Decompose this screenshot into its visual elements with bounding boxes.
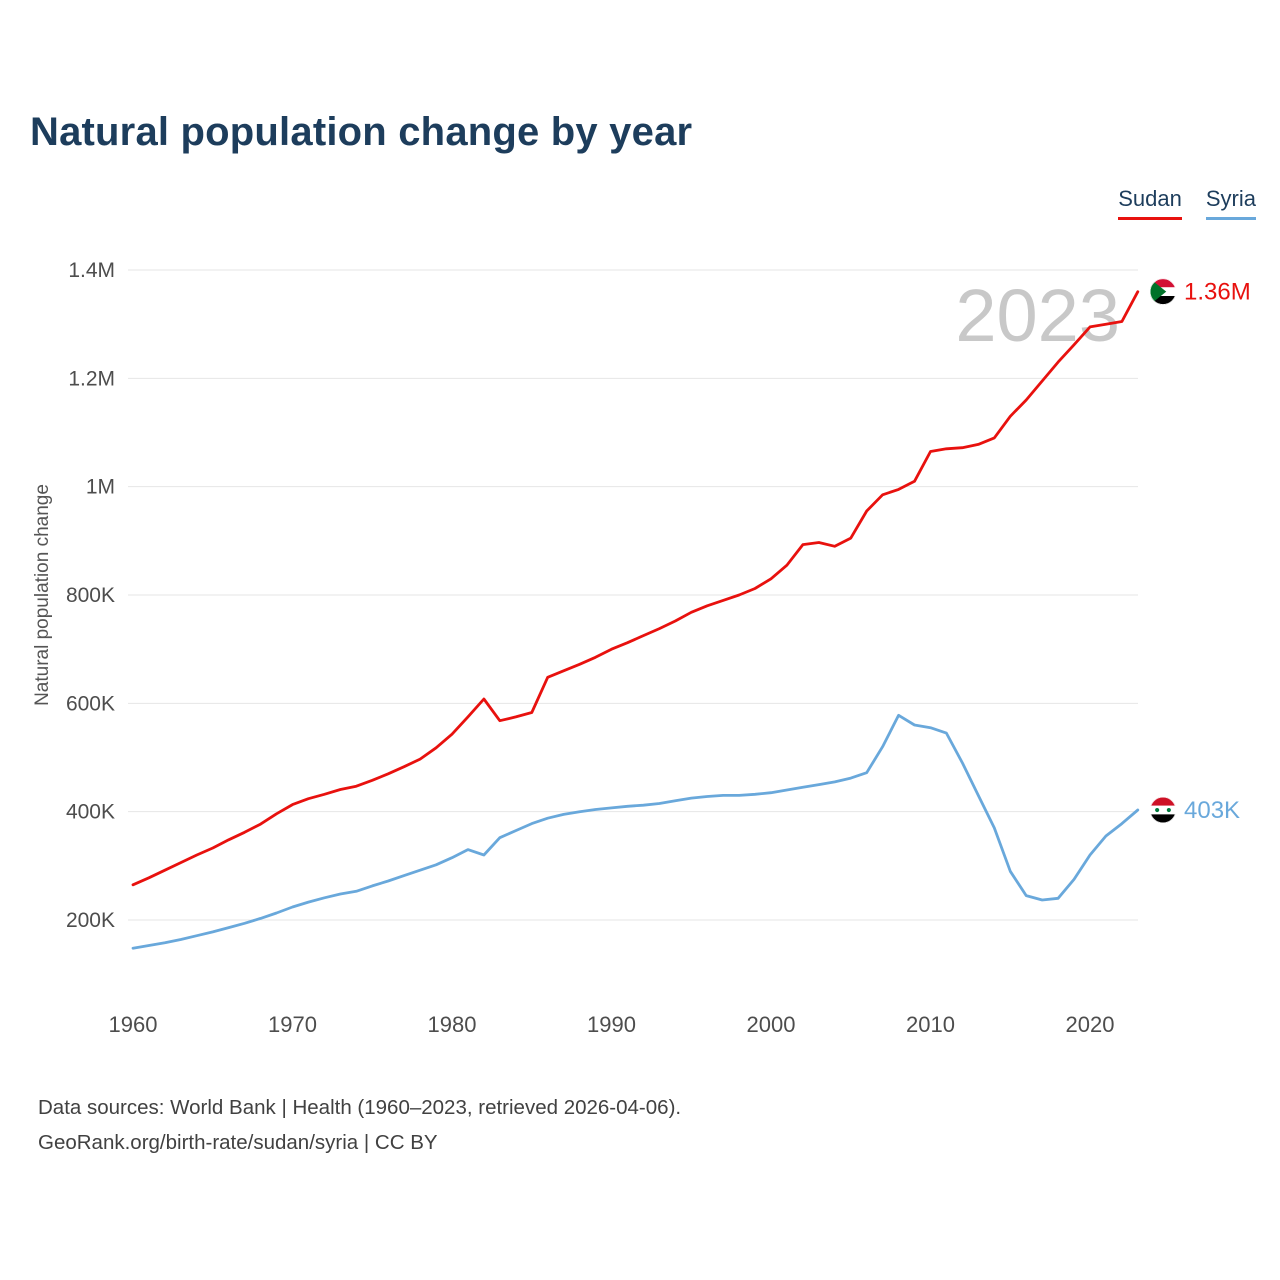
sudan-line [131, 290, 1140, 887]
x-tick-2000: 2000 [747, 1012, 796, 1037]
x-tick-1980: 1980 [428, 1012, 477, 1037]
y-tick-200K: 200K [66, 909, 115, 932]
footer-attribution: GeoRank.org/birth-rate/sudan/syria | CC … [38, 1131, 438, 1154]
x-tick-1960: 1960 [109, 1012, 158, 1037]
syria-end-label: 403K [1184, 797, 1240, 824]
y-tick-400K: 400K [66, 801, 115, 824]
footer-data-sources: Data sources: World Bank | Health (1960–… [38, 1096, 682, 1119]
legend-item-syria[interactable]: Syria [1205, 186, 1256, 220]
sudan-flag-icon [1150, 278, 1176, 305]
y-tick-1.4M: 1.4M [68, 259, 115, 282]
x-tick-2020: 2020 [1066, 1012, 1115, 1037]
x-tick-2010: 2010 [906, 1012, 955, 1037]
x-tick-1970: 1970 [268, 1012, 317, 1037]
watermark-year: 2023 [955, 274, 1120, 357]
syria-line [131, 713, 1140, 950]
legend-item-sudan[interactable]: Sudan [1118, 186, 1182, 220]
y-tick-1.2M: 1.2M [68, 367, 115, 390]
page-title: Natural population change by year [30, 110, 693, 154]
footer: Data sources: World Bank | Health (1960–… [38, 1090, 681, 1160]
syria-flag-icon [1150, 797, 1176, 824]
y-tick-600K: 600K [66, 692, 115, 715]
x-tick-1990: 1990 [587, 1012, 636, 1037]
sudan-end-label: 1.36M [1184, 279, 1251, 306]
y-axis-title: Natural population change [32, 484, 53, 706]
y-tick-800K: 800K [66, 584, 115, 607]
legend: Sudan Syria [1118, 186, 1256, 220]
y-tick-1M: 1M [86, 476, 115, 499]
